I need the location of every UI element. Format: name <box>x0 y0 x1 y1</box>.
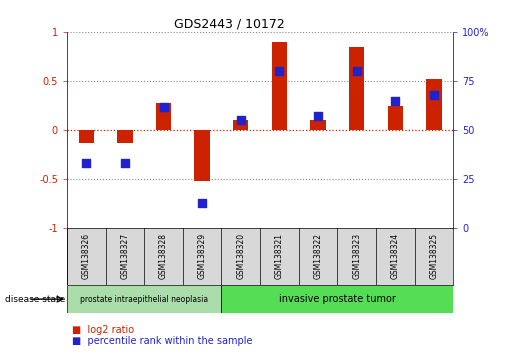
Text: prostate intraepithelial neoplasia: prostate intraepithelial neoplasia <box>80 295 208 304</box>
Point <box>121 161 129 166</box>
Text: GSM138323: GSM138323 <box>352 233 361 279</box>
Bar <box>117 130 133 143</box>
Text: GSM138322: GSM138322 <box>314 233 322 279</box>
Bar <box>426 79 442 130</box>
Bar <box>349 47 364 130</box>
Text: GSM138329: GSM138329 <box>198 233 207 279</box>
Text: invasive prostate tumor: invasive prostate tumor <box>279 294 396 304</box>
Text: GSM138327: GSM138327 <box>121 233 129 279</box>
Point <box>236 118 245 123</box>
Text: disease state: disease state <box>5 295 65 304</box>
Point <box>82 161 91 166</box>
Bar <box>233 120 249 130</box>
Bar <box>156 103 171 130</box>
Point <box>159 104 167 109</box>
Bar <box>310 120 325 130</box>
Bar <box>272 42 287 130</box>
Title: GDS2443 / 10172: GDS2443 / 10172 <box>174 18 285 31</box>
Bar <box>194 130 210 181</box>
Text: GSM138326: GSM138326 <box>82 233 91 279</box>
Text: GSM138321: GSM138321 <box>275 233 284 279</box>
Text: ■  log2 ratio: ■ log2 ratio <box>72 325 134 335</box>
Point <box>198 200 206 206</box>
Bar <box>387 105 403 130</box>
Point <box>391 98 400 103</box>
Text: GSM138328: GSM138328 <box>159 233 168 279</box>
Bar <box>67 285 221 313</box>
Bar <box>221 285 453 313</box>
Point <box>275 68 283 74</box>
Bar <box>78 130 94 143</box>
Point <box>352 68 360 74</box>
Point <box>430 92 438 98</box>
Text: GSM138324: GSM138324 <box>391 233 400 279</box>
Text: GSM138320: GSM138320 <box>236 233 245 279</box>
Text: ■  percentile rank within the sample: ■ percentile rank within the sample <box>72 336 252 346</box>
Point <box>314 114 322 119</box>
Text: GSM138325: GSM138325 <box>430 233 438 279</box>
